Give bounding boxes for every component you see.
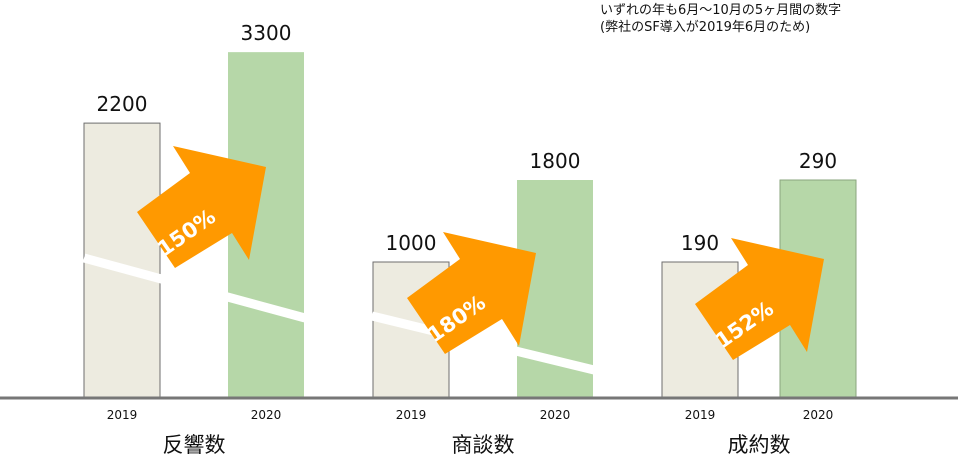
year-label: 2020 bbox=[803, 408, 834, 422]
year-label: 2019 bbox=[396, 408, 427, 422]
arrow-icon bbox=[137, 146, 266, 268]
data-label: 190 bbox=[681, 231, 719, 255]
growth-arrow: 180% bbox=[407, 232, 536, 354]
arrow-icon bbox=[695, 238, 824, 360]
arrow-icon bbox=[407, 232, 536, 354]
category-label: 成約数 bbox=[728, 433, 791, 457]
data-label: 2200 bbox=[97, 92, 148, 116]
year-label: 2019 bbox=[685, 408, 716, 422]
category-label: 商談数 bbox=[452, 433, 515, 457]
data-label: 1000 bbox=[386, 231, 437, 255]
note-line-2: (弊社のSF導入が2019年6月のため) bbox=[600, 20, 811, 35]
data-label: 3300 bbox=[241, 21, 292, 45]
year-label: 2019 bbox=[107, 408, 138, 422]
axis-break-mark bbox=[82, 253, 307, 323]
year-label: 2020 bbox=[540, 408, 571, 422]
axis-break-mark bbox=[370, 311, 596, 375]
note-line-1: いずれの年も6月〜10月の5ヶ月間の数字 bbox=[600, 3, 842, 18]
data-label: 1800 bbox=[530, 149, 581, 173]
data-label: 290 bbox=[799, 149, 837, 173]
chart-note: いずれの年も6月〜10月の5ヶ月間の数字 (弊社のSF導入が2019年6月のため… bbox=[600, 2, 841, 36]
category-label: 反響数 bbox=[163, 433, 226, 457]
year-label: 2020 bbox=[251, 408, 282, 422]
